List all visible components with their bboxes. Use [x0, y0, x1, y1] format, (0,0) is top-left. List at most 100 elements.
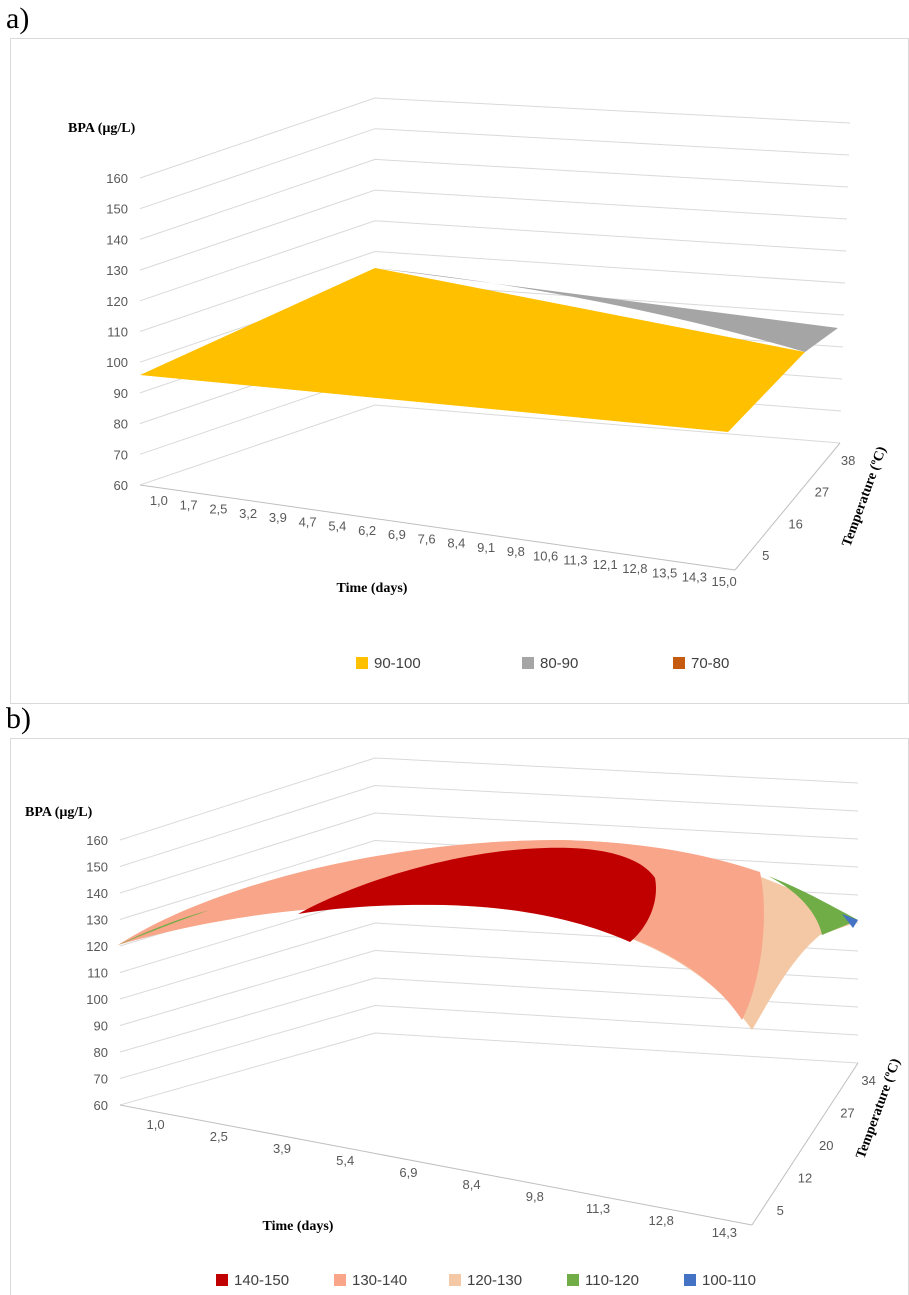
- z-tick-label: 110: [87, 966, 108, 981]
- legend-swatch: [567, 1274, 579, 1286]
- z-tick-label: 80: [114, 417, 128, 432]
- x-tick-label: 3,2: [239, 506, 257, 521]
- z-tick-label: 60: [94, 1098, 108, 1113]
- gridline-z: [139, 250, 846, 332]
- x-tick-label: 7,6: [418, 531, 436, 546]
- x-tick-label: 2,5: [210, 1129, 228, 1144]
- chart-b: 60 70 80 90 100 110 120 130 140 150 160 1,0 2,5 3,9 5,…: [25, 757, 904, 1289]
- x-tick-label: 14,3: [712, 1225, 737, 1240]
- z-tick-label: 110: [107, 325, 128, 340]
- gridline-z: [139, 220, 847, 302]
- x-tick-label: 11,3: [563, 553, 587, 568]
- z-tick-label: 70: [114, 447, 128, 462]
- z-tick-label: 130: [86, 913, 108, 928]
- y-tick-label: 20: [819, 1138, 833, 1153]
- z-tick-label: 60: [114, 478, 128, 493]
- legend-swatch: [334, 1274, 346, 1286]
- gridline-z: [139, 97, 851, 179]
- legend-label: 90-100: [374, 655, 421, 672]
- surface-100-110: [842, 914, 858, 928]
- panel-a-label: a): [6, 2, 30, 35]
- x-tick-label: 6,9: [399, 1165, 417, 1180]
- x-tick-label: 2,5: [209, 502, 227, 517]
- x-tick-label: 13,5: [652, 565, 677, 580]
- y-tick-label: 34: [861, 1073, 875, 1088]
- x-tick-label: 1,0: [147, 1117, 165, 1132]
- y-tick-label: 12: [798, 1170, 812, 1185]
- legend-swatch: [522, 657, 534, 669]
- z-tick-label: 150: [106, 202, 128, 217]
- z-tick-label: 80: [94, 1045, 108, 1060]
- z-tick-label: 120: [106, 294, 128, 309]
- gridline-z: [139, 189, 848, 271]
- legend-label: 80-90: [540, 655, 578, 672]
- legend-label: 70-80: [691, 655, 729, 672]
- legend-label: 100-110: [702, 1272, 756, 1289]
- legend-label: 140-150: [234, 1272, 289, 1289]
- x-tick-label: 9,8: [507, 544, 525, 559]
- y-tick-label: 5: [762, 548, 769, 563]
- x-tick-label: 6,9: [388, 527, 406, 542]
- chart-a: 60 70 80 90 100 110 120 130 140 150 160 1,0 1,7 2,5 3,…: [68, 97, 890, 672]
- gridline-z: [119, 977, 859, 1053]
- z-axis-title: BPA (µg/L): [25, 805, 93, 820]
- z-tick-label: 140: [106, 232, 128, 247]
- time-axis-line: [119, 1104, 753, 1226]
- z-tick-label: 90: [114, 386, 128, 401]
- x-tick-label: 9,8: [526, 1189, 544, 1204]
- z-tick-label: 120: [86, 939, 108, 954]
- x-tick-label: 4,7: [299, 514, 317, 529]
- x-tick-label: 3,9: [269, 510, 287, 525]
- gridline-z: [139, 404, 841, 486]
- z-tick-label: 150: [86, 860, 108, 875]
- z-tick-label: 90: [94, 1019, 108, 1034]
- legend-swatch: [673, 657, 685, 669]
- gridline-z: [139, 158, 849, 240]
- gridline-z: [119, 812, 859, 894]
- legend-label: 130-140: [352, 1272, 407, 1289]
- x-tick-label: 10,6: [533, 548, 558, 563]
- legend-label: 110-120: [585, 1272, 639, 1289]
- y-axis-title: Temperature (ºC): [854, 1056, 904, 1160]
- y-tick-label: 16: [788, 516, 802, 531]
- y-tick-label: 27: [840, 1106, 854, 1121]
- temperature-axis-line: [734, 442, 841, 571]
- z-tick-label: 160: [106, 171, 128, 186]
- x-tick-label: 3,9: [273, 1141, 291, 1156]
- gridline-z: [119, 757, 859, 841]
- z-tick-label: 70: [94, 1072, 108, 1087]
- surface-80-90: [375, 268, 838, 352]
- y-tick-label: 38: [841, 453, 855, 468]
- legend-swatch: [684, 1274, 696, 1286]
- z-tick-label: 160: [86, 833, 108, 848]
- y-tick-label: 27: [815, 485, 829, 500]
- x-tick-label: 12,8: [649, 1213, 674, 1228]
- x-tick-label: 12,8: [622, 561, 647, 576]
- x-tick-label: 9,1: [477, 540, 495, 555]
- x-tick-label: 6,2: [358, 523, 376, 538]
- gridline-z: [119, 784, 859, 867]
- z-tick-label: 100: [106, 355, 128, 370]
- surface-90-100: [140, 268, 805, 432]
- x-tick-label: 8,4: [447, 536, 465, 551]
- panel-b-label: b): [6, 702, 31, 735]
- z-tick-label: 130: [106, 263, 128, 278]
- gridline-z: [119, 1032, 859, 1106]
- y-tick-label: 5: [777, 1203, 784, 1218]
- legend-swatch: [356, 657, 368, 669]
- time-axis-line: [139, 484, 736, 571]
- x-tick-label: 15,0: [711, 574, 736, 589]
- x-tick-label: 14,3: [682, 570, 707, 585]
- x-tick-label: 5,4: [328, 519, 346, 534]
- legend-swatch: [449, 1274, 461, 1286]
- gridline-z: [139, 128, 850, 210]
- legend-label: 120-130: [467, 1272, 522, 1289]
- temperature-axis-line: [751, 1062, 859, 1226]
- x-axis-title: Time (days): [263, 1219, 334, 1234]
- x-tick-label: 11,3: [586, 1201, 610, 1216]
- gridline-z: [119, 1004, 859, 1079]
- surface-140-150: [298, 847, 656, 942]
- z-axis-title: BPA (µg/L): [68, 121, 136, 136]
- x-axis-title: Time (days): [337, 581, 408, 596]
- x-tick-label: 8,4: [463, 1177, 481, 1192]
